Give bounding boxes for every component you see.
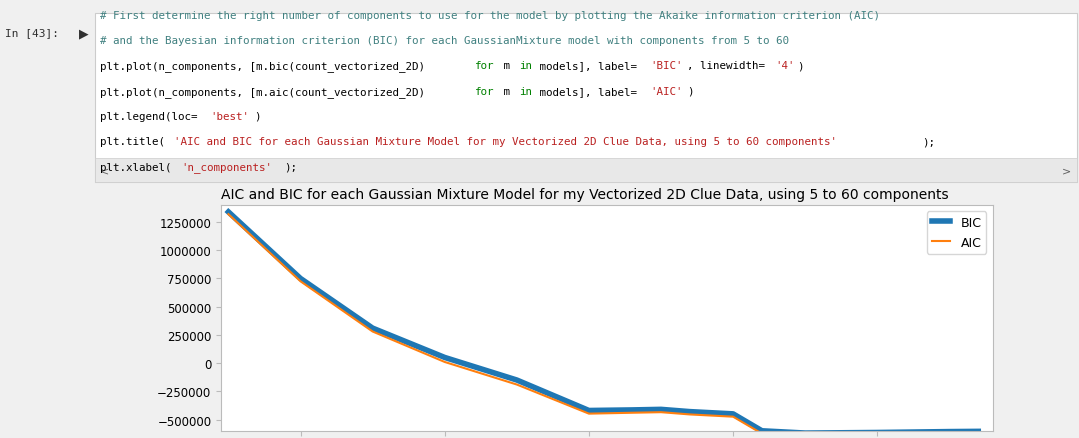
Text: ): ) xyxy=(687,87,694,96)
Line: AIC: AIC xyxy=(229,215,979,435)
AIC xyxy=(655,410,668,415)
Text: 'BIC': 'BIC' xyxy=(651,61,683,71)
BIC xyxy=(438,355,451,360)
Text: AIC and BIC for each Gaussian Mixture Model for my Vectorized 2D Clue Data, usin: AIC and BIC for each Gaussian Mixture Mo… xyxy=(221,188,948,202)
BIC xyxy=(626,407,639,413)
AIC xyxy=(366,329,379,334)
Text: # First determine the right number of components to use for the model by plottin: # First determine the right number of co… xyxy=(100,11,880,21)
FancyBboxPatch shape xyxy=(95,159,1077,183)
Text: plt.title(: plt.title( xyxy=(100,137,165,147)
AIC xyxy=(295,279,308,284)
BIC xyxy=(655,407,668,412)
Text: for: for xyxy=(475,61,494,71)
Line: BIC: BIC xyxy=(229,212,979,433)
BIC xyxy=(726,411,739,417)
Text: In [43]:: In [43]: xyxy=(5,28,59,38)
AIC xyxy=(798,433,811,438)
AIC xyxy=(755,431,768,436)
Text: ): ) xyxy=(255,112,261,122)
Text: models], label=: models], label= xyxy=(533,87,638,96)
Text: );: ); xyxy=(284,162,297,172)
BIC xyxy=(798,431,811,436)
AIC xyxy=(438,360,451,365)
BIC xyxy=(222,210,235,215)
AIC xyxy=(683,412,696,417)
Text: >: > xyxy=(1062,166,1071,176)
Text: plt.xlabel(: plt.xlabel( xyxy=(100,162,172,172)
BIC xyxy=(583,408,596,413)
Legend: BIC, AIC: BIC, AIC xyxy=(927,212,986,254)
AIC xyxy=(726,414,739,419)
BIC xyxy=(755,428,768,434)
Text: ): ) xyxy=(797,61,804,71)
Text: # and the Bayesian information criterion (BIC) for each GaussianMixture model wi: # and the Bayesian information criterion… xyxy=(100,36,790,46)
Text: );: ); xyxy=(923,137,935,147)
AIC xyxy=(871,432,884,438)
FancyBboxPatch shape xyxy=(95,14,1077,183)
AIC xyxy=(972,431,985,436)
Text: plt.plot(n_components, [m.bic(count_vectorized_2D): plt.plot(n_components, [m.bic(count_vect… xyxy=(100,61,432,72)
Text: plt.plot(n_components, [m.aic(count_vectorized_2D): plt.plot(n_components, [m.aic(count_vect… xyxy=(100,87,432,97)
Text: in: in xyxy=(519,61,532,71)
AIC xyxy=(510,382,523,387)
Text: ▶: ▶ xyxy=(79,28,88,41)
Text: m: m xyxy=(496,87,516,96)
BIC xyxy=(972,429,985,434)
AIC xyxy=(943,431,956,437)
Text: 'n_components': 'n_components' xyxy=(181,162,272,173)
Text: plt.legend(loc=: plt.legend(loc= xyxy=(100,112,197,122)
Text: '4': '4' xyxy=(776,61,795,71)
BIC xyxy=(295,276,308,282)
BIC xyxy=(871,430,884,435)
BIC xyxy=(683,409,696,414)
BIC xyxy=(366,326,379,331)
Text: <: < xyxy=(100,166,110,176)
Text: 'AIC and BIC for each Gaussian Mixture Model for my Vectorized 2D Clue Data, usi: 'AIC and BIC for each Gaussian Mixture M… xyxy=(174,137,836,147)
Text: 'best': 'best' xyxy=(210,112,249,122)
BIC xyxy=(510,378,523,383)
Text: 'AIC': 'AIC' xyxy=(651,87,683,96)
BIC xyxy=(943,429,956,434)
Text: m: m xyxy=(496,61,516,71)
Text: in: in xyxy=(519,87,532,96)
AIC xyxy=(626,410,639,415)
Text: , linewidth=: , linewidth= xyxy=(687,61,765,71)
Text: for: for xyxy=(475,87,494,96)
AIC xyxy=(222,212,235,217)
AIC xyxy=(583,411,596,417)
Text: models], label=: models], label= xyxy=(533,61,638,71)
